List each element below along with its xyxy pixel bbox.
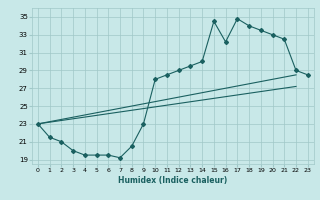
X-axis label: Humidex (Indice chaleur): Humidex (Indice chaleur) bbox=[118, 176, 228, 185]
